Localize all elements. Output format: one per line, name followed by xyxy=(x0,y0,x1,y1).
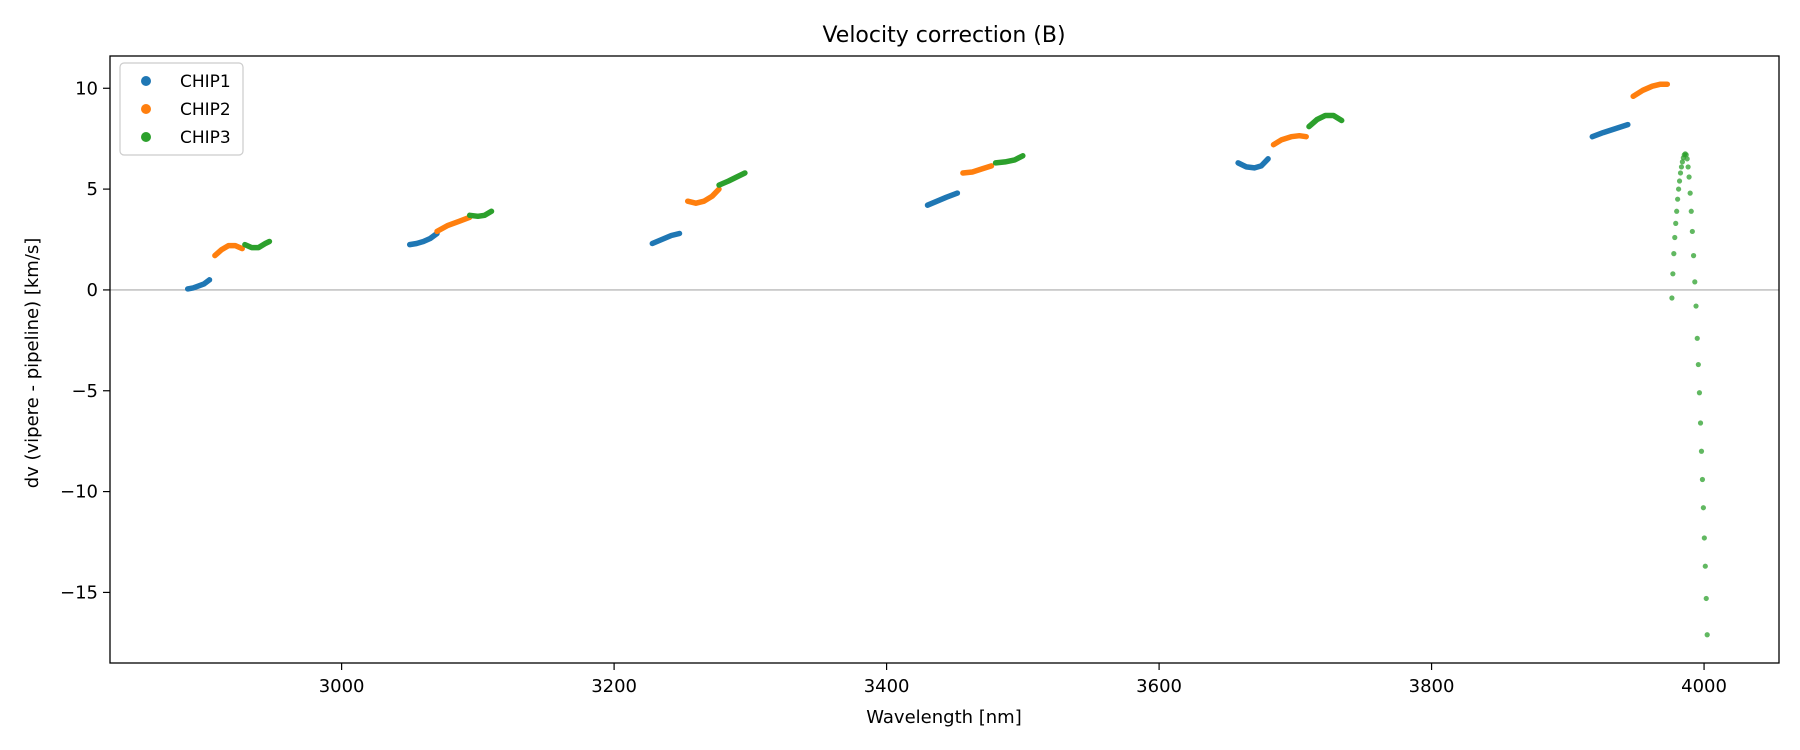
data-point xyxy=(1694,335,1700,341)
data-point xyxy=(1689,228,1695,235)
data-points-run xyxy=(649,230,683,247)
data-point xyxy=(1675,186,1682,192)
data-points-run xyxy=(1589,121,1631,140)
data-point xyxy=(1687,190,1693,196)
data-points-run xyxy=(960,163,995,176)
series-chip3 xyxy=(242,112,1710,638)
y-axis-ticks: 10 5 0 −5 −10 −15 xyxy=(60,78,110,603)
data-point xyxy=(1704,632,1710,638)
data-points-run xyxy=(184,277,213,292)
data-points-run xyxy=(1270,132,1309,148)
data-points-run xyxy=(434,214,473,235)
data-point xyxy=(1695,361,1701,368)
chart-title: Velocity correction (B) xyxy=(822,23,1065,48)
data-points-run xyxy=(684,186,722,206)
data-point xyxy=(1669,295,1675,301)
data-point xyxy=(1675,196,1681,202)
data-point xyxy=(1697,420,1704,426)
y-tick-label: 0 xyxy=(87,280,98,301)
data-points-run xyxy=(242,238,273,251)
data-point xyxy=(1702,563,1708,569)
data-point xyxy=(1672,234,1678,241)
x-axis-ticks: 3000 3200 3400 3600 3800 4000 xyxy=(319,663,1727,697)
y-axis-label: dv (vipere - pipeline) [km/s] xyxy=(22,238,43,489)
data-layer xyxy=(184,81,1710,638)
legend: CHIP1 CHIP2 CHIP3 xyxy=(119,62,244,156)
plot-frame xyxy=(109,55,1780,664)
data-point xyxy=(1700,505,1706,511)
data-point xyxy=(1676,178,1683,184)
data-point xyxy=(1673,220,1679,226)
legend-frame xyxy=(119,62,244,156)
x-tick-label: 3400 xyxy=(864,676,910,697)
y-tick-label: −15 xyxy=(60,582,98,603)
data-point xyxy=(1692,279,1698,285)
data-point xyxy=(1698,448,1705,454)
x-tick-label: 3000 xyxy=(319,676,365,697)
x-tick-label: 4000 xyxy=(1681,676,1727,697)
data-points-run xyxy=(406,230,440,248)
legend-marker-chip2 xyxy=(141,104,151,114)
x-tick-label: 3200 xyxy=(591,676,637,697)
data-point xyxy=(1703,595,1709,602)
x-axis-label: Wavelength [nm] xyxy=(866,707,1022,728)
data-point xyxy=(1690,253,1697,259)
data-points-run xyxy=(1630,81,1671,100)
data-point xyxy=(1679,159,1686,165)
x-tick-label: 3600 xyxy=(1136,676,1182,697)
data-point xyxy=(1693,303,1699,309)
data-point xyxy=(1678,164,1685,170)
data-point xyxy=(1688,208,1694,214)
data-points-run xyxy=(1235,156,1271,171)
data-point xyxy=(1685,164,1691,170)
legend-label-chip3: CHIP3 xyxy=(180,128,231,148)
data-point xyxy=(1677,170,1684,176)
y-tick-label: 10 xyxy=(75,78,98,99)
series-chip2 xyxy=(212,81,1671,259)
data-point xyxy=(1686,174,1692,180)
data-points-run xyxy=(212,242,245,259)
data-points-run xyxy=(924,190,961,208)
data-point xyxy=(1670,271,1676,277)
legend-label-chip2: CHIP2 xyxy=(180,100,231,120)
data-point xyxy=(1684,156,1690,162)
series-chip1 xyxy=(184,121,1631,292)
data-points-run xyxy=(716,170,748,188)
data-point xyxy=(1701,535,1707,541)
data-point xyxy=(1674,208,1680,214)
legend-marker-chip1 xyxy=(141,76,151,86)
y-tick-label: 5 xyxy=(87,179,98,200)
data-point xyxy=(1699,476,1706,483)
data-points-run xyxy=(1306,112,1345,130)
data-point xyxy=(1683,152,1689,158)
data-point xyxy=(1671,251,1677,257)
legend-label-chip1: CHIP1 xyxy=(180,72,231,92)
data-point xyxy=(1696,390,1703,396)
y-tick-label: −5 xyxy=(71,381,98,402)
data-points-run xyxy=(466,208,495,220)
x-tick-label: 3800 xyxy=(1409,676,1455,697)
data-points-run xyxy=(992,153,1026,166)
legend-marker-chip3 xyxy=(141,132,151,142)
y-tick-label: −10 xyxy=(60,482,98,503)
